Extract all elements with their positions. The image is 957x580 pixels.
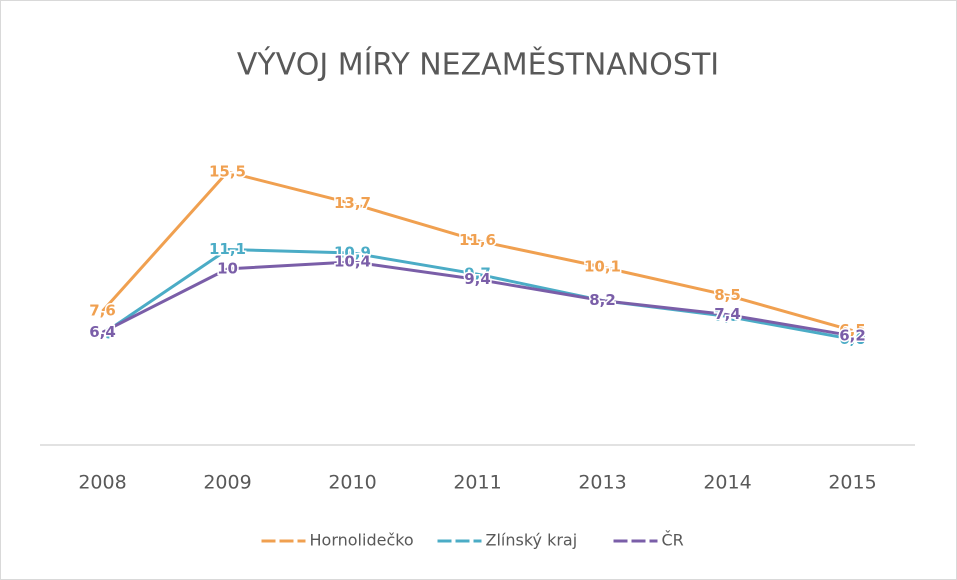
x-tick-label: 2013 <box>578 472 626 494</box>
x-tick-label: 2008 <box>78 472 126 494</box>
legend-label: ČR <box>662 531 684 550</box>
data-label: 9,7 <box>464 265 491 283</box>
data-label: 9,4 <box>464 270 491 288</box>
data-label: 8,2 <box>589 291 616 309</box>
data-label: 10,4 <box>334 252 371 270</box>
series-line <box>101 170 853 332</box>
data-label: 6,4 <box>89 323 116 341</box>
x-tick-label: 2009 <box>203 472 251 494</box>
data-label: 6,3 <box>89 325 116 343</box>
data-label: 11,6 <box>459 231 496 249</box>
data-label: 6,0 <box>839 330 866 348</box>
series-line <box>101 260 853 338</box>
data-label: 8,5 <box>714 286 741 304</box>
data-label: 13,7 <box>334 194 371 212</box>
data-label: 10,9 <box>334 244 371 262</box>
data-label: 10 <box>217 259 238 277</box>
data-label: 8,2 <box>589 291 616 309</box>
data-label: 6,5 <box>839 321 866 339</box>
data-label: 15,5 <box>209 163 246 181</box>
legend-label: Hornolidečko <box>310 531 414 550</box>
x-tick-label: 2010 <box>328 472 376 494</box>
data-label: 7,3 <box>714 307 741 325</box>
data-label: 7,4 <box>714 305 741 323</box>
data-label: 6,2 <box>839 326 866 344</box>
chart-title: VÝVOJ MÍRY NEZAMĚSTNANOSTI <box>237 47 719 83</box>
x-tick-label: 2014 <box>703 472 751 494</box>
data-label: 11,1 <box>209 240 246 258</box>
legend-label: Zlínský kraj <box>486 531 578 550</box>
data-label: 7,6 <box>89 302 116 320</box>
x-tick-label: 2011 <box>453 472 501 494</box>
x-tick-label: 2015 <box>828 472 876 494</box>
series-line <box>101 248 853 341</box>
data-label: 10,1 <box>584 258 621 276</box>
